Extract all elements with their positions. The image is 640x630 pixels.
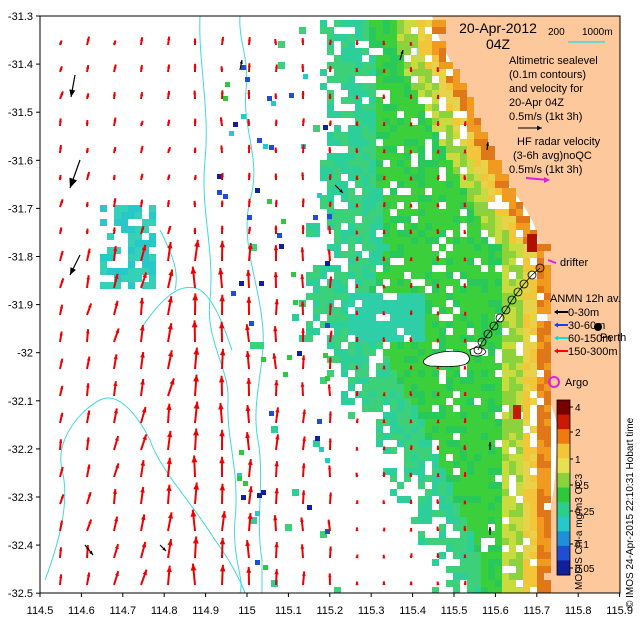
colorbar-tick-label: 0.1 bbox=[575, 540, 589, 551]
anmn-legend-row-label: 30-60m bbox=[568, 320, 605, 332]
colorbar-tick-label: 4 bbox=[575, 403, 581, 414]
x-tick-label: 114.7 bbox=[109, 605, 136, 617]
y-tick-label: -31.3 bbox=[8, 11, 33, 23]
x-tick-label: 115.8 bbox=[565, 605, 592, 617]
y-tick-label: -32 bbox=[17, 348, 33, 360]
svg-text:and velocity for: and velocity for bbox=[509, 83, 583, 95]
argo-marker bbox=[548, 376, 560, 388]
y-tick-label: -32.5 bbox=[8, 588, 33, 600]
y-tick-label: -31.5 bbox=[8, 107, 33, 119]
y-tick-label: -32.3 bbox=[8, 492, 33, 504]
x-tick-label: 115.6 bbox=[482, 605, 509, 617]
depth-legend-1000m: 1000m bbox=[582, 27, 613, 38]
y-axis: -31.3 -31.4 -31.5 -31.6 -31.7 -31.8 -31.9 -32 -3… bbox=[8, 11, 40, 600]
credit-text: © IMOS 24-Apr-2015 22:10:31 Hobart time bbox=[625, 417, 636, 608]
x-tick-label: 115.4 bbox=[399, 605, 426, 617]
colorbar: 4 2 1 0.5 0.25 0.1 0.05 bbox=[556, 399, 595, 576]
land-mass bbox=[432, 16, 620, 593]
y-tick-label: -31.7 bbox=[8, 203, 33, 215]
x-tick-label: 115.9 bbox=[606, 605, 633, 617]
svg-text:20-Apr 04Z: 20-Apr 04Z bbox=[509, 97, 564, 109]
x-tick-label: 114.8 bbox=[151, 605, 178, 617]
drifter-label: drifter bbox=[560, 257, 588, 269]
chlorophyll-pixels bbox=[100, 20, 551, 593]
svg-text:(0.1m contours): (0.1m contours) bbox=[509, 69, 586, 81]
drifter-track bbox=[473, 263, 545, 355]
perth-marker bbox=[594, 323, 602, 331]
depth-legend-200: 200 bbox=[548, 27, 565, 38]
bathymetry-contours bbox=[44, 16, 431, 593]
anmn-legend-row-label: 150-300m bbox=[568, 346, 618, 358]
colorbar-tick-label: 1 bbox=[575, 455, 581, 466]
map-time: 04Z bbox=[486, 36, 511, 52]
y-tick-label: -32.2 bbox=[8, 444, 33, 456]
x-tick-label: 115.7 bbox=[523, 605, 550, 617]
x-tick-label: 114.5 bbox=[27, 605, 54, 617]
colorbar-tick-label: 0.25 bbox=[575, 507, 595, 518]
altimetry-note: Altimetric sealevel (0.1m contours) and … bbox=[509, 55, 598, 123]
x-tick-label: 115 bbox=[238, 605, 256, 617]
colorbar-tick-label: 2 bbox=[575, 428, 581, 439]
anmn-legend-row-label: 0-30m bbox=[568, 307, 599, 319]
x-tick-label: 115.5 bbox=[441, 605, 468, 617]
y-tick-label: -32.4 bbox=[8, 540, 33, 552]
drifter-legend-arrow bbox=[547, 259, 557, 264]
y-tick-label: -31.4 bbox=[8, 59, 33, 71]
map-date: 20-Apr-2012 bbox=[459, 20, 537, 36]
colorbar-label: MODIS Chl-a mg/m3 OC3 bbox=[574, 473, 585, 590]
anmn-legend-row-label: 60-150m bbox=[568, 333, 611, 345]
velocity-arrows bbox=[58, 36, 492, 586]
svg-text:0.5m/s (1kt 3h): 0.5m/s (1kt 3h) bbox=[509, 111, 582, 123]
svg-text:Altimetric sealevel: Altimetric sealevel bbox=[509, 55, 598, 67]
anmn-legend-title: ANMN 12h av. bbox=[550, 293, 621, 305]
y-tick-label: -31.6 bbox=[8, 155, 33, 167]
argo-label: Argo bbox=[565, 377, 588, 389]
x-axis: 114.5 114.6 114.7 114.8 114.9 115 115.1 115.2 11… bbox=[27, 593, 633, 617]
x-tick-label: 114.9 bbox=[192, 605, 219, 617]
y-tick-label: -31.8 bbox=[8, 252, 33, 264]
x-tick-label: 115.1 bbox=[275, 605, 302, 617]
x-tick-label: 115.3 bbox=[358, 605, 385, 617]
svg-text:0.5m/s (1kt 3h): 0.5m/s (1kt 3h) bbox=[509, 164, 582, 176]
y-tick-label: -32.1 bbox=[8, 396, 33, 408]
x-tick-label: 115.2 bbox=[316, 605, 343, 617]
hf-radar-note: HF radar velocity (3-6h avg)noQC 0.5m/s … bbox=[509, 136, 601, 176]
y-tick-label: -31.9 bbox=[8, 300, 33, 312]
svg-text:HF radar velocity: HF radar velocity bbox=[517, 136, 601, 148]
colorbar-tick-label: 0.05 bbox=[575, 564, 595, 575]
colorbar-tick-label: 0.5 bbox=[575, 481, 589, 492]
x-tick-label: 114.6 bbox=[68, 605, 95, 617]
svg-text:(3-6h avg)noQC: (3-6h avg)noQC bbox=[513, 150, 592, 162]
